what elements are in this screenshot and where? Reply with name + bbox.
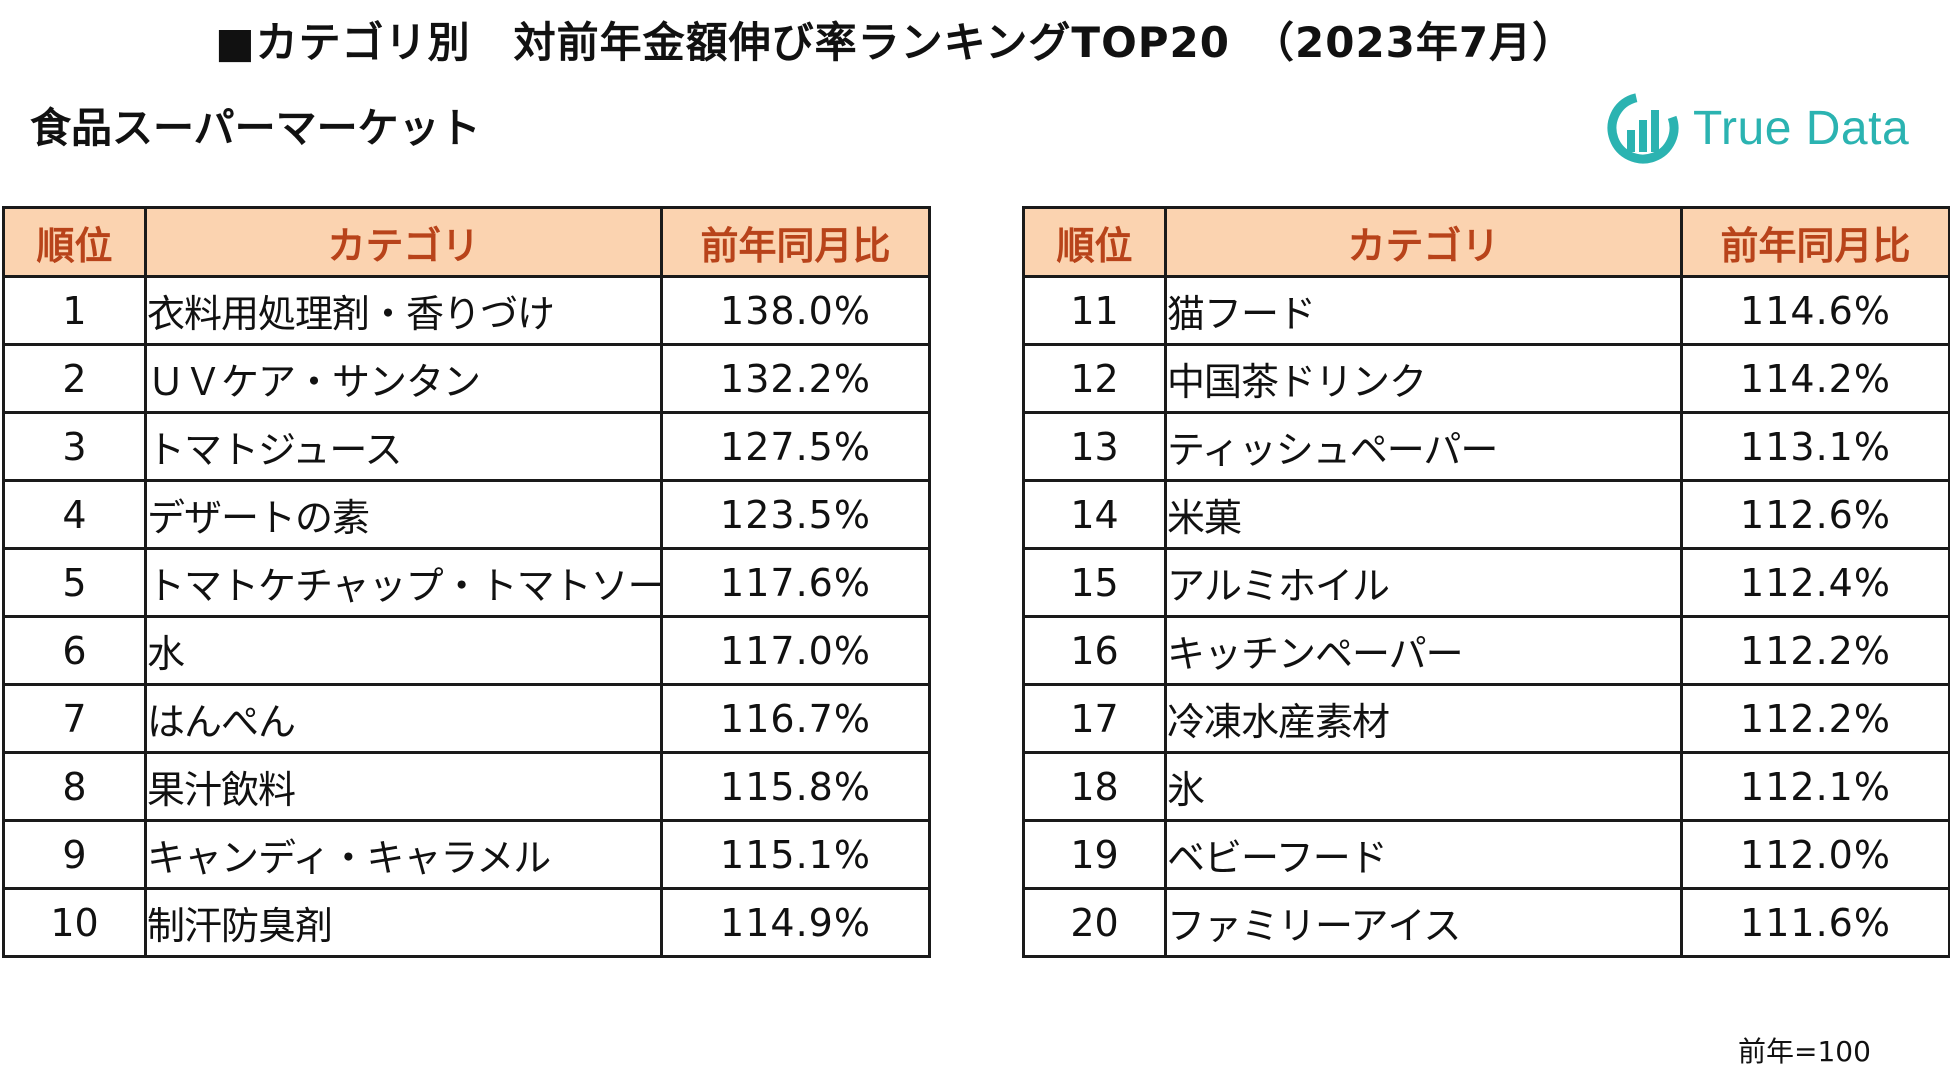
table-header-row: 順位 カテゴリ 前年同月比 — [2, 206, 931, 278]
table-row: 11 猫フード 114.6% — [1022, 275, 1950, 346]
table-row: 1 衣料用処理剤・香りづけ 138.0% — [2, 275, 931, 346]
table-row: 16 キッチンペーパー 112.2% — [1022, 615, 1950, 686]
rank-cell: 5 — [2, 547, 147, 618]
cat-cell: 衣料用処理剤・香りづけ — [144, 275, 663, 346]
table-row: 18 氷 112.1% — [1022, 751, 1950, 822]
pct-cell: 111.6% — [1680, 887, 1950, 958]
rank-cell: 4 — [2, 479, 147, 550]
pct-cell: 116.7% — [660, 683, 931, 754]
rank-cell: 18 — [1022, 751, 1167, 822]
rank-cell: 3 — [2, 411, 147, 482]
ratio-column-header: 前年同月比 — [660, 206, 931, 278]
pct-cell: 138.0% — [660, 275, 931, 346]
rank-cell: 8 — [2, 751, 147, 822]
category-column-header: カテゴリ — [1164, 206, 1683, 278]
rank-cell: 10 — [2, 887, 147, 958]
pct-cell: 112.2% — [1680, 615, 1950, 686]
ranking-table-left: 順位 カテゴリ 前年同月比 1 衣料用処理剤・香りづけ 138.0% 2 ＵＶケア・サン… — [2, 206, 931, 958]
table-row: 9 キャンディ・キャラメル 115.1% — [2, 819, 931, 890]
table-row: 17 冷凍水産素材 112.2% — [1022, 683, 1950, 754]
table-row: 8 果汁飲料 115.8% — [2, 751, 931, 822]
cat-cell: 猫フード — [1164, 275, 1683, 346]
rank-cell: 11 — [1022, 275, 1167, 346]
pct-cell: 113.1% — [1680, 411, 1950, 482]
footnote: 前年=100 — [1738, 1035, 1871, 1068]
pct-cell: 115.1% — [660, 819, 931, 890]
table-row: 10 制汗防臭剤 114.9% — [2, 887, 931, 958]
page-title: ■カテゴリ別 対前年金額伸び率ランキングTOP20 （2023年7月） — [215, 18, 1576, 67]
pct-cell: 123.5% — [660, 479, 931, 550]
page-subtitle: 食品スーパーマーケット — [30, 104, 481, 152]
cat-cell: アルミホイル — [1164, 547, 1683, 618]
table-row: 19 ベビーフード 112.0% — [1022, 819, 1950, 890]
rank-cell: 17 — [1022, 683, 1167, 754]
pct-cell: 114.2% — [1680, 343, 1950, 414]
table-row: 5 トマトケチャップ・トマトソース 117.6% — [2, 547, 931, 618]
rank-cell: 2 — [2, 343, 147, 414]
cat-cell: トマトジュース — [144, 411, 663, 482]
rank-cell: 15 — [1022, 547, 1167, 618]
cat-cell: ファミリーアイス — [1164, 887, 1683, 958]
table-row: 14 米菓 112.6% — [1022, 479, 1950, 550]
table-row: 7 はんぺん 116.7% — [2, 683, 931, 754]
pct-cell: 117.0% — [660, 615, 931, 686]
pct-cell: 127.5% — [660, 411, 931, 482]
rank-cell: 9 — [2, 819, 147, 890]
table-row: 3 トマトジュース 127.5% — [2, 411, 931, 482]
cat-cell: 冷凍水産素材 — [1164, 683, 1683, 754]
table-row: 6 水 117.0% — [2, 615, 931, 686]
pct-cell: 112.2% — [1680, 683, 1950, 754]
ratio-column-header: 前年同月比 — [1680, 206, 1950, 278]
table-row: 4 デザートの素 123.5% — [2, 479, 931, 550]
rank-cell: 1 — [2, 275, 147, 346]
rank-column-header: 順位 — [2, 206, 147, 278]
pct-cell: 132.2% — [660, 343, 931, 414]
rank-cell: 20 — [1022, 887, 1167, 958]
cat-cell: ＵＶケア・サンタン — [144, 343, 663, 414]
rank-cell: 6 — [2, 615, 147, 686]
cat-cell: デザートの素 — [144, 479, 663, 550]
table-row: 20 ファミリーアイス 111.6% — [1022, 887, 1950, 958]
cat-cell: 水 — [144, 615, 663, 686]
truedata-logo: True Data — [1605, 88, 1925, 168]
rank-cell: 13 — [1022, 411, 1167, 482]
cat-cell: 米菓 — [1164, 479, 1683, 550]
table-row: 15 アルミホイル 112.4% — [1022, 547, 1950, 618]
cat-cell: はんぺん — [144, 683, 663, 754]
rank-cell: 19 — [1022, 819, 1167, 890]
rank-cell: 14 — [1022, 479, 1167, 550]
pct-cell: 117.6% — [660, 547, 931, 618]
cat-cell: キッチンペーパー — [1164, 615, 1683, 686]
pct-cell: 112.4% — [1680, 547, 1950, 618]
rank-cell: 16 — [1022, 615, 1167, 686]
pct-cell: 115.8% — [660, 751, 931, 822]
cat-cell: トマトケチャップ・トマトソース — [144, 547, 663, 618]
pct-cell: 112.6% — [1680, 479, 1950, 550]
cat-cell: ティッシュペーパー — [1164, 411, 1683, 482]
cat-cell: キャンディ・キャラメル — [144, 819, 663, 890]
truedata-logo-icon — [1607, 92, 1679, 164]
ranking-table-right: 順位 カテゴリ 前年同月比 11 猫フード 114.6% 12 中国茶ドリンク 114.2… — [1022, 206, 1950, 958]
table-header-row: 順位 カテゴリ 前年同月比 — [1022, 206, 1950, 278]
table-row: 2 ＵＶケア・サンタン 132.2% — [2, 343, 931, 414]
rank-cell: 12 — [1022, 343, 1167, 414]
cat-cell: 果汁飲料 — [144, 751, 663, 822]
pct-cell: 112.0% — [1680, 819, 1950, 890]
cat-cell: 中国茶ドリンク — [1164, 343, 1683, 414]
category-column-header: カテゴリ — [144, 206, 663, 278]
table-row: 13 ティッシュペーパー 113.1% — [1022, 411, 1950, 482]
pct-cell: 114.9% — [660, 887, 931, 958]
pct-cell: 114.6% — [1680, 275, 1950, 346]
cat-cell: 制汗防臭剤 — [144, 887, 663, 958]
pct-cell: 112.1% — [1680, 751, 1950, 822]
logo-text: True Data — [1693, 101, 1910, 155]
rank-column-header: 順位 — [1022, 206, 1167, 278]
cat-cell: ベビーフード — [1164, 819, 1683, 890]
table-row: 12 中国茶ドリンク 114.2% — [1022, 343, 1950, 414]
rank-cell: 7 — [2, 683, 147, 754]
cat-cell: 氷 — [1164, 751, 1683, 822]
